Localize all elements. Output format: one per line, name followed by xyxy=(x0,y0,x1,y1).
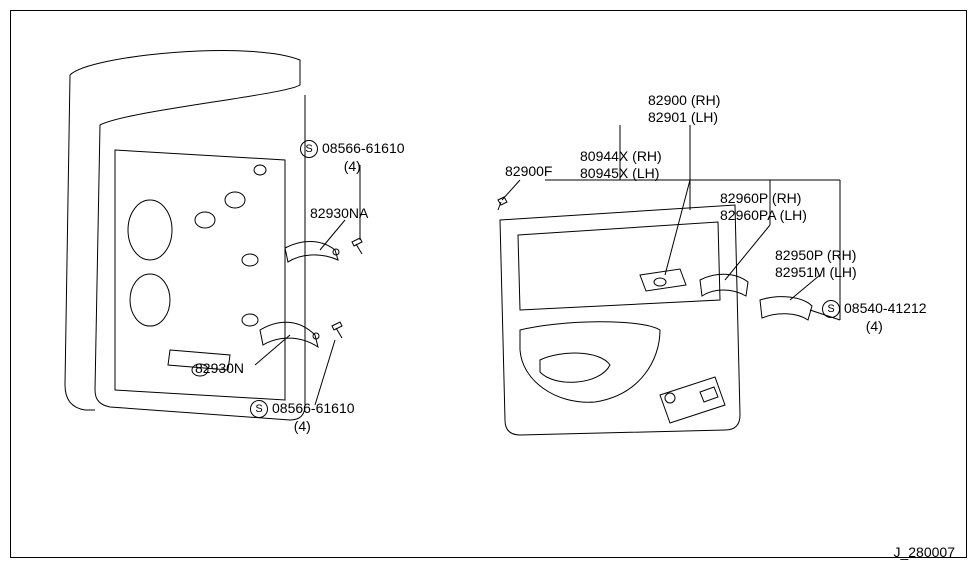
code-82930NA: 82930NA xyxy=(310,205,368,221)
code-82930N: 82930N xyxy=(195,360,244,376)
diagram-frame xyxy=(10,10,967,558)
code-82960P-rh: 82960P (RH) xyxy=(720,190,807,207)
label-screw-a: S08566-61610 (4) xyxy=(300,140,405,175)
screw-b-qty: (4) xyxy=(250,418,355,435)
label-82900-82901: 82900 (RH) 82901 (LH) xyxy=(648,92,720,126)
code-82950P-rh: 82950P (RH) xyxy=(775,247,857,264)
code-82900-rh: 82900 (RH) xyxy=(648,92,720,109)
code-80945X-lh: 80945X (LH) xyxy=(580,165,662,182)
screw-c-qty: (4) xyxy=(822,318,927,335)
label-82950P: 82950P (RH) 82951M (LH) xyxy=(775,247,857,281)
page-code: J_280007 xyxy=(893,544,955,560)
screw-a-code: 08566-61610 xyxy=(322,140,405,156)
screw-a-qty: (4) xyxy=(300,158,405,175)
code-82951M-lh: 82951M (LH) xyxy=(775,264,857,281)
label-82900F: 82900F xyxy=(505,163,552,180)
label-screw-c: S08540-41212 (4) xyxy=(822,300,927,335)
code-82960PA-lh: 82960PA (LH) xyxy=(720,207,807,224)
code-80944X-rh: 80944X (RH) xyxy=(580,148,662,165)
screw-symbol-icon: S xyxy=(250,400,268,418)
label-82930NA: 82930NA xyxy=(310,205,368,222)
label-80944X: 80944X (RH) 80945X (LH) xyxy=(580,148,662,182)
screw-symbol-icon: S xyxy=(822,300,840,318)
screw-symbol-icon: S xyxy=(300,140,318,158)
label-82960P: 82960P (RH) 82960PA (LH) xyxy=(720,190,807,224)
code-82900F: 82900F xyxy=(505,163,552,179)
screw-b-code: 08566-61610 xyxy=(272,400,355,416)
screw-c-code: 08540-41212 xyxy=(844,300,927,316)
label-screw-b: S08566-61610 (4) xyxy=(250,400,355,435)
code-82901-lh: 82901 (LH) xyxy=(648,109,720,126)
label-82930N: 82930N xyxy=(195,360,244,377)
